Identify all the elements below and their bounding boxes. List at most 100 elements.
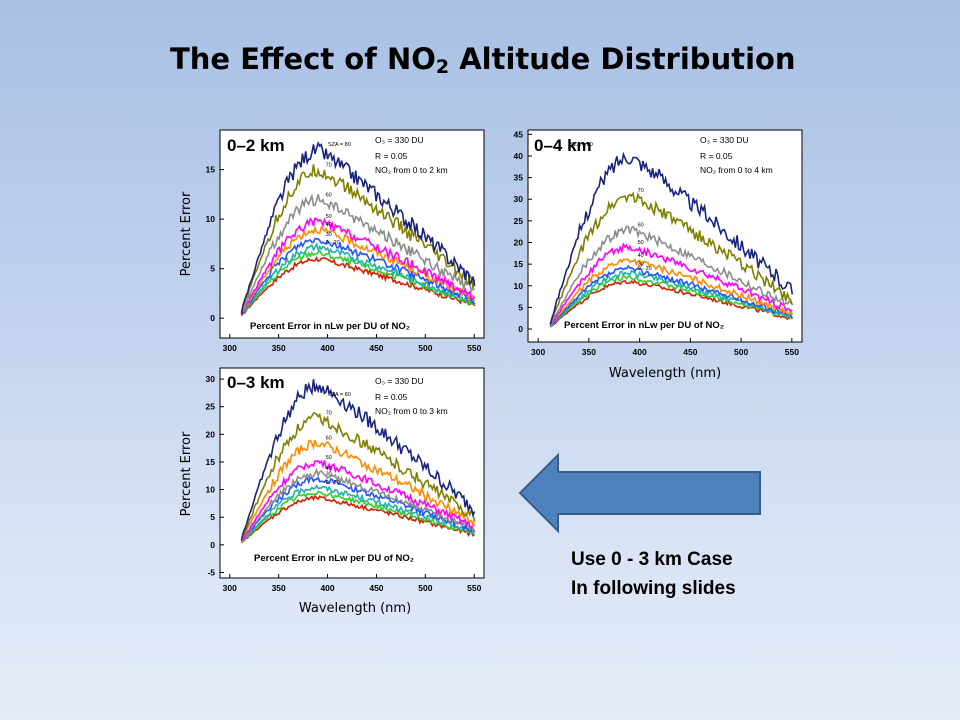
r-label: R = 0.05 (375, 151, 408, 161)
curve-label: 0 - 20 (326, 480, 340, 486)
series-line (240, 217, 476, 315)
series-line (240, 237, 476, 316)
y-tick-label: 15 (514, 259, 524, 269)
series-line (549, 264, 793, 328)
arrow-shape (518, 452, 761, 534)
x-tick-label: 500 (418, 583, 432, 593)
x-tick-label: 450 (369, 583, 383, 593)
y-tick-label: 20 (514, 237, 524, 247)
bottom-caption: Percent Error in nLw per DU of NO₂ (254, 553, 414, 564)
series-line (549, 242, 793, 327)
y-tick-label: -5 (207, 567, 215, 577)
curve-label: 60 (326, 436, 332, 442)
x-tick-label: 350 (582, 347, 596, 357)
y-tick-label: 25 (206, 402, 216, 412)
series-line (241, 494, 476, 544)
x-tick-label: 550 (467, 583, 481, 593)
x-tick-label: 350 (272, 343, 286, 353)
series-line (240, 412, 476, 541)
curve-label: 40 (326, 466, 332, 472)
curve-label: 50 (326, 455, 332, 461)
series-line (240, 256, 476, 316)
y-tick-label: 15 (206, 165, 216, 175)
left-arrow-icon (518, 452, 761, 534)
y-tick-label: 10 (206, 485, 216, 495)
note-line-1: Use 0 - 3 km Case (571, 549, 733, 570)
curve-label: 30 (326, 472, 332, 478)
y-tick-label: 15 (206, 457, 216, 467)
note-line-2: In following slides (571, 578, 736, 599)
series-line (549, 191, 794, 325)
curve-label: 30 (326, 232, 332, 238)
series-line (549, 225, 793, 327)
series-line (240, 141, 476, 315)
r-label: R = 0.05 (375, 392, 408, 402)
x-tick-label: 350 (272, 583, 286, 593)
series-line (240, 379, 476, 541)
y-tick-label: 20 (206, 429, 216, 439)
series-line (240, 242, 475, 316)
x-tick-label: 500 (734, 347, 748, 357)
curve-label: 70 (638, 188, 644, 194)
o3-label: O₃ = 330 DU (375, 135, 424, 145)
curve-label: 50 (326, 214, 332, 220)
y-tick-label: 10 (514, 281, 524, 291)
y-tick-label: 0 (210, 540, 215, 550)
y-tick-label: 30 (514, 194, 524, 204)
y-tick-label: 40 (514, 151, 524, 161)
y-tick-label: 30 (206, 374, 216, 384)
x-tick-label: 300 (531, 347, 545, 357)
curve-label: 40 (638, 253, 644, 259)
y-tick-label: 5 (518, 302, 523, 312)
series-line (240, 490, 475, 544)
y-tick-label: 35 (514, 173, 524, 183)
curve-label: 60 (638, 223, 644, 229)
no2-label: NO₂ from 0 to 4 km (700, 165, 773, 175)
x-tick-label: 550 (785, 347, 799, 357)
series-line (549, 151, 794, 325)
series-line (240, 439, 476, 543)
o3-label: O₃ = 330 DU (700, 135, 749, 145)
x-tick-label: 400 (320, 343, 334, 353)
x-tick-label: 450 (683, 347, 697, 357)
note-text: Use 0 - 3 km Case In following slides (571, 545, 736, 603)
no2-label: NO₂ from 0 to 3 km (375, 406, 448, 416)
o3-label: O₃ = 330 DU (375, 376, 424, 386)
panel-label: 0–3 km (227, 373, 285, 392)
r-label: R = 0.05 (700, 151, 733, 161)
y-tick-label: 0 (210, 313, 215, 323)
y-tick-label: 5 (210, 512, 215, 522)
curve-label: 60 (326, 192, 332, 198)
sza-label: SZA = 80 (570, 142, 593, 148)
y-tick-label: 0 (518, 324, 523, 334)
chart-0-2km: 300 350 400 450 500 550 0 5 10 15 70 60 50 40 30 0 - 20… (179, 129, 485, 353)
panel-label: 0–2 km (227, 136, 285, 155)
x-tick-label: 400 (633, 347, 647, 357)
curve-label: 30 (638, 261, 644, 267)
curve-label: 0 - 20 (638, 266, 652, 272)
x-tick-label: 300 (223, 343, 237, 353)
y-tick-label: 25 (514, 216, 524, 226)
x-axis-title: Wavelength (nm) (299, 601, 411, 616)
y-axis-title: Percent Error (179, 191, 194, 276)
x-tick-label: 550 (467, 343, 481, 353)
y-tick-label: 45 (514, 129, 524, 139)
series-line (241, 193, 476, 313)
bottom-caption: Percent Error in nLw per DU of NO₂ (250, 321, 410, 332)
series-line (241, 483, 476, 543)
panel-label: 0–4 km (534, 136, 592, 155)
y-axis-title: Percent Error (179, 431, 194, 516)
x-tick-label: 500 (418, 343, 432, 353)
x-tick-label: 450 (369, 343, 383, 353)
series-line (240, 467, 476, 544)
series-line (549, 274, 793, 328)
x-tick-label: 300 (223, 583, 237, 593)
curve-label: 0 - 20 (326, 240, 340, 246)
series-line (240, 164, 476, 313)
bottom-caption: Percent Error in nLw per DU of NO₂ (564, 320, 724, 331)
y-tick-label: 10 (206, 214, 216, 224)
curve-label: 40 (326, 222, 332, 228)
curve-label: 70 (326, 163, 332, 169)
no2-label: NO₂ from 0 to 2 km (375, 165, 448, 175)
series-line (549, 258, 794, 327)
